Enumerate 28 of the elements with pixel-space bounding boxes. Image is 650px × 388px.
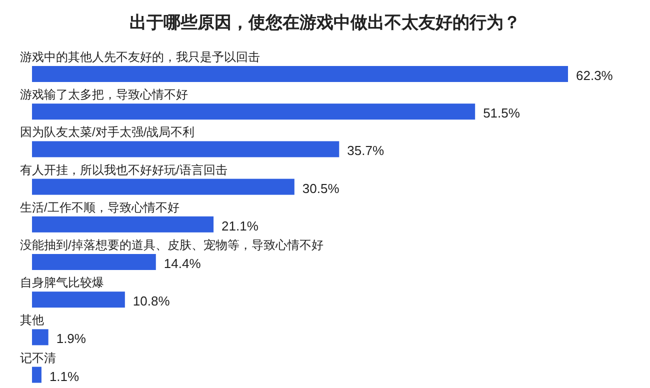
bar xyxy=(32,366,42,383)
y-tick-label: 因为队友太菜/对手太强/战局不利 xyxy=(20,125,195,140)
data-label: 21.1% xyxy=(222,218,259,234)
y-tick-label: 没能抽到/掉落想要的道具、皮肤、宠物等，导致心情不好 xyxy=(20,238,324,252)
y-tick-label: 其他 xyxy=(20,313,44,328)
data-label: 62.3% xyxy=(576,68,614,83)
bar xyxy=(32,329,48,346)
bar xyxy=(32,66,568,82)
data-label: 14.4% xyxy=(164,256,202,271)
data-label: 30.5% xyxy=(302,180,340,196)
data-label: 51.5% xyxy=(483,106,520,121)
bar xyxy=(32,178,294,195)
data-label: 35.7% xyxy=(347,143,384,158)
bar xyxy=(32,292,125,308)
y-tick-label: 有人开挂，所以我也不好好玩/语言回击 xyxy=(20,162,228,177)
y-tick-label: 游戏输了太多把，导致心情不好 xyxy=(20,88,188,102)
data-label: 10.8% xyxy=(132,294,170,309)
y-tick-label: 记不清 xyxy=(20,350,56,365)
bar xyxy=(32,216,214,232)
bar xyxy=(32,141,340,158)
bar xyxy=(32,104,476,120)
data-label: 1.9% xyxy=(56,331,86,346)
data-label: 1.1% xyxy=(49,368,80,384)
y-tick-label: 自身脾气比较爆 xyxy=(20,276,104,290)
y-tick-label: 生活/工作不顺，导致心情不好 xyxy=(20,200,180,214)
y-tick-label: 游戏中的其他人先不友好的，我只是予以回击 xyxy=(20,50,260,64)
chart-title: 出于哪些原因，使您在游戏中做出不太友好的行为？ xyxy=(130,13,520,32)
bar xyxy=(32,254,156,270)
